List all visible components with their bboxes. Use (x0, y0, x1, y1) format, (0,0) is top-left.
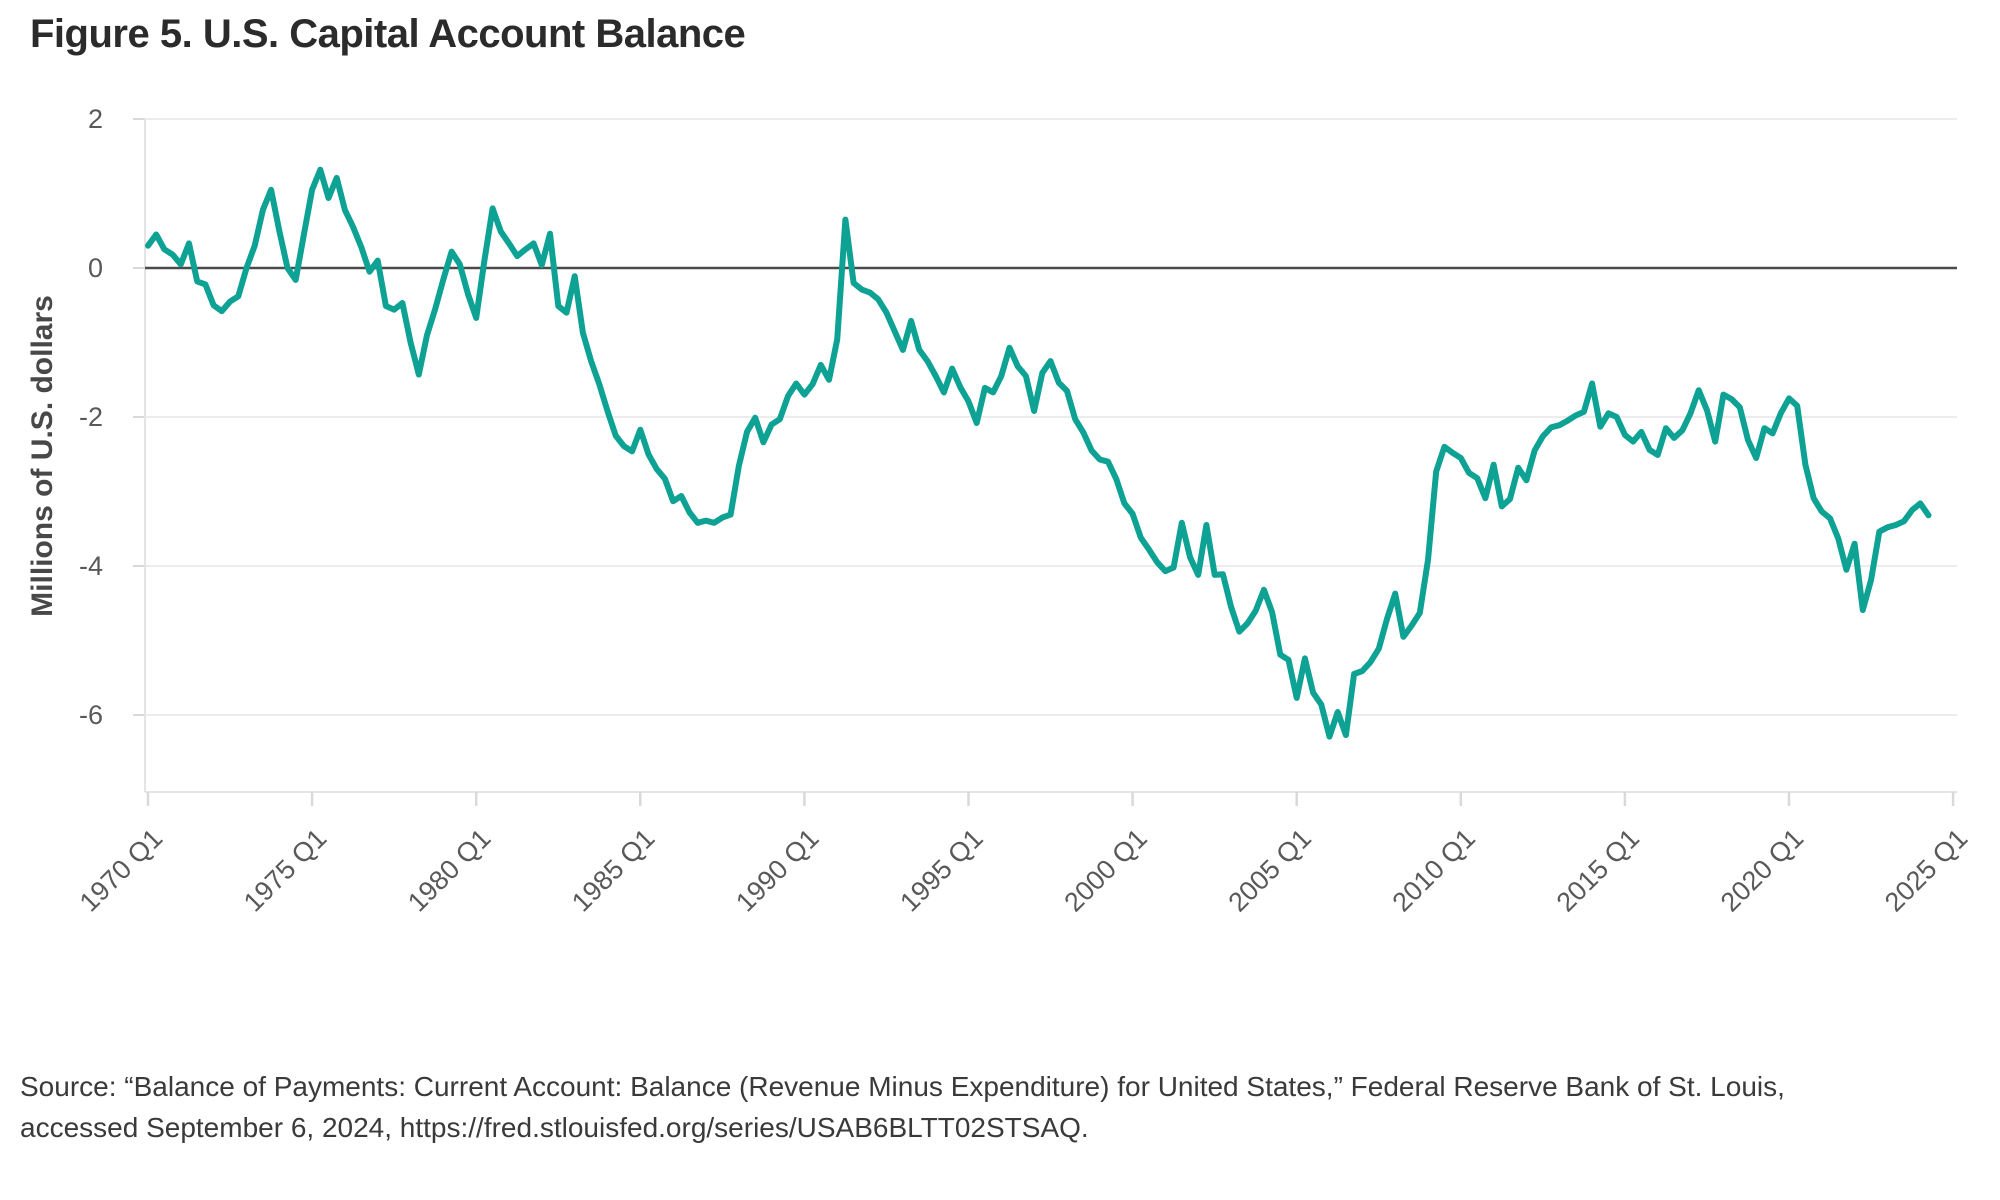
x-tick-label: 1970 Q1 (74, 823, 168, 917)
x-tick-label: 1995 Q1 (894, 823, 988, 917)
y-tick-label: 2 (88, 104, 103, 134)
capital-account-chart: 2 0 -2 -4 -6 1970 Q1 1975 Q1 1980 Q1 1985 Q1 1990… (26, 104, 1974, 917)
x-tick-label: 1980 Q1 (402, 823, 496, 917)
plot-area: 2 0 -2 -4 -6 1970 Q1 1975 Q1 1980 Q1 1985 Q1 1990… (74, 104, 1974, 917)
data-line-capital-account-balance (145, 166, 1932, 740)
x-tick-label: 1975 Q1 (238, 823, 332, 917)
figure-title: Figure 5. U.S. Capital Account Balance (30, 12, 746, 56)
x-tick-label: 2005 Q1 (1222, 823, 1316, 917)
y-tick-label: -4 (79, 551, 103, 581)
x-tick-label: 1990 Q1 (730, 823, 824, 917)
y-tick-label: -2 (79, 402, 103, 432)
source-note: Source: “Balance of Payments: Current Ac… (20, 1066, 1950, 1149)
y-axis-title: Millions of U.S. dollars (26, 295, 59, 617)
x-tick-label: 1985 Q1 (566, 823, 660, 917)
x-tick-label: 2025 Q1 (1879, 823, 1973, 917)
x-tick-label: 2010 Q1 (1387, 823, 1481, 917)
y-tick-label: -6 (79, 700, 103, 730)
y-tick-label: 0 (88, 253, 103, 283)
x-tick-label: 2015 Q1 (1551, 823, 1645, 917)
source-line-1: Source: “Balance of Payments: Current Ac… (20, 1071, 1785, 1102)
x-tick-label: 2000 Q1 (1058, 823, 1152, 917)
x-tick-label: 2020 Q1 (1715, 823, 1809, 917)
source-line-2: accessed September 6, 2024, https://fred… (20, 1112, 1089, 1144)
